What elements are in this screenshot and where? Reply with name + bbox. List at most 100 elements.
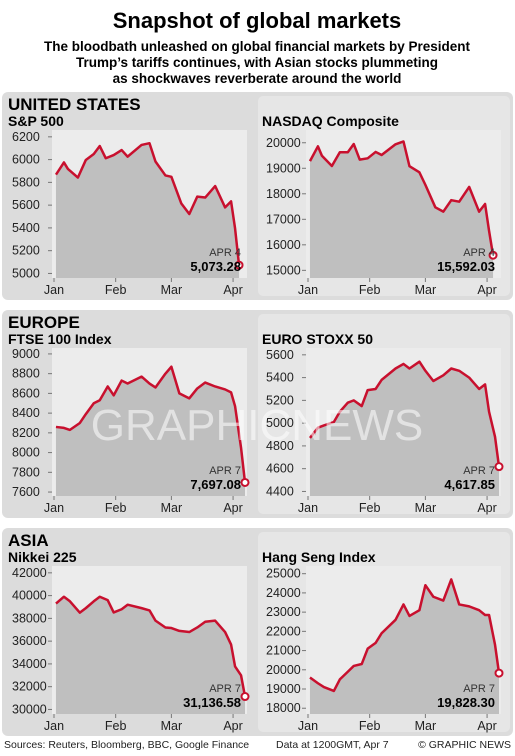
x-tick-label: Apr xyxy=(477,501,496,515)
y-tick-label: 5600 xyxy=(266,348,294,362)
annotation-value: 15,592.03 xyxy=(437,259,495,274)
x-tick-label: Feb xyxy=(359,719,381,733)
x-tick-label: Apr xyxy=(477,719,496,733)
y-tick-label: 25000 xyxy=(266,567,301,581)
area-fill xyxy=(55,366,246,496)
y-tick-label: 5000 xyxy=(12,266,40,280)
y-tick-label: 42000 xyxy=(12,566,47,580)
chart-title: Nikkei 225 xyxy=(8,549,77,565)
title: Snapshot of global markets xyxy=(113,8,402,33)
y-tick-label: 8000 xyxy=(12,446,40,460)
line xyxy=(54,141,241,266)
area-fill xyxy=(309,361,500,496)
x-tick-label: Jan xyxy=(44,719,64,733)
panels: UNITED STATES EUROPE ASIA S&P 500 5000 5200 54… xyxy=(2,92,513,736)
x-tick-label: Mar xyxy=(161,501,183,515)
y-tick-label: 8600 xyxy=(12,386,40,400)
x-tick-label: Feb xyxy=(359,501,381,515)
y-tick-label: 5000 xyxy=(266,416,294,430)
x-tick-label: Apr xyxy=(223,283,242,297)
line xyxy=(55,365,247,483)
annotation-date: APR 7 xyxy=(463,683,495,695)
y-tick-label: 5400 xyxy=(266,371,294,385)
y-tick-label: 36000 xyxy=(12,634,47,648)
annotation-value: 7,697.08 xyxy=(190,477,241,492)
y-tick-label: 6200 xyxy=(12,130,40,144)
y-tick-label: 8800 xyxy=(12,367,40,381)
chart-title: EURO STOXX 50 xyxy=(262,331,373,347)
y-tick-label: 19000 xyxy=(266,682,301,696)
y-tick-label: 17000 xyxy=(266,212,301,226)
x-tick-label: Jan xyxy=(298,501,318,515)
y-tick-label: 20000 xyxy=(266,136,301,150)
x-tick-label: Feb xyxy=(105,719,127,733)
y-tick-label: 5600 xyxy=(12,198,40,212)
x-tick-label: Jan xyxy=(44,501,64,515)
y-tick-label: 5200 xyxy=(266,393,294,407)
x-tick-label: Jan xyxy=(298,283,318,297)
y-tick-label: 18000 xyxy=(266,187,301,201)
chart-title: S&P 500 xyxy=(8,113,64,129)
annotation-value: 31,136.58 xyxy=(183,695,241,710)
y-tick-label: 9000 xyxy=(12,347,40,361)
y-tick-label: 30000 xyxy=(12,702,47,716)
y-tick-label: 4600 xyxy=(266,462,294,476)
x-tick-label: Apr xyxy=(477,283,496,297)
annotation-date: APR 7 xyxy=(209,465,241,477)
y-tick-label: 7600 xyxy=(12,485,40,499)
subtitle: Trump’s tariffs continues, with Asian st… xyxy=(76,55,438,70)
annotation-date: APR 7 xyxy=(209,683,241,695)
annotation-value: 19,828.30 xyxy=(437,695,495,710)
section-title: EUROPE xyxy=(8,313,80,332)
x-tick-label: Feb xyxy=(359,283,381,297)
data-note: Data at 1200GMT, Apr 7 xyxy=(276,739,389,751)
annotation-date: APR 7 xyxy=(463,465,495,477)
y-tick-label: 5800 xyxy=(12,175,40,189)
x-tick-label: Jan xyxy=(298,719,318,733)
y-tick-label: 8400 xyxy=(12,406,40,420)
chart-title: Hang Seng Index xyxy=(262,549,376,565)
area-fill xyxy=(55,596,246,714)
subtitle: The bloodbath unleashed on global financ… xyxy=(44,39,471,54)
y-tick-label: 24000 xyxy=(266,586,301,600)
x-tick-label: Feb xyxy=(105,283,127,297)
y-tick-label: 5200 xyxy=(12,244,40,258)
y-tick-label: 21000 xyxy=(266,644,301,658)
credit: © GRAPHIC NEWS xyxy=(418,739,511,751)
y-tick-label: 32000 xyxy=(12,680,47,694)
annotation-date: APR 4 xyxy=(209,247,241,259)
y-tick-label: 40000 xyxy=(12,589,47,603)
y-tick-label: 4800 xyxy=(266,439,294,453)
sources: Sources: Reuters, Bloomberg, BBC, Google… xyxy=(4,739,249,751)
y-tick-label: 6000 xyxy=(12,153,40,167)
y-tick-label: 18000 xyxy=(266,701,301,715)
x-tick-label: Feb xyxy=(105,501,127,515)
y-tick-label: 5400 xyxy=(12,221,40,235)
end-marker xyxy=(488,250,498,260)
line xyxy=(309,578,501,693)
area-fill xyxy=(55,143,240,278)
watermark: GRAPHICNEWS xyxy=(91,401,423,450)
y-tick-label: 22000 xyxy=(266,624,301,638)
y-tick-label: 4400 xyxy=(266,484,294,498)
annotation-value: 5,073.28 xyxy=(190,259,241,274)
annotation-value: 4,617.85 xyxy=(444,477,495,492)
section-title: UNITED STATES xyxy=(8,95,141,114)
subtitle: as shockwaves reverberate around the wor… xyxy=(113,71,402,86)
x-tick-label: Jan xyxy=(44,283,64,297)
line xyxy=(308,360,501,467)
y-tick-label: 16000 xyxy=(266,238,301,252)
section-title: ASIA xyxy=(8,531,49,550)
x-tick-label: Mar xyxy=(161,719,183,733)
end-marker xyxy=(494,668,504,678)
line xyxy=(55,595,247,697)
y-tick-label: 15000 xyxy=(266,263,301,277)
y-tick-label: 19000 xyxy=(266,161,301,175)
area-fill xyxy=(309,579,500,714)
end-marker xyxy=(240,692,250,702)
line xyxy=(308,140,495,256)
end-marker xyxy=(234,260,244,270)
y-tick-label: 7800 xyxy=(12,465,40,479)
end-marker xyxy=(494,462,504,472)
